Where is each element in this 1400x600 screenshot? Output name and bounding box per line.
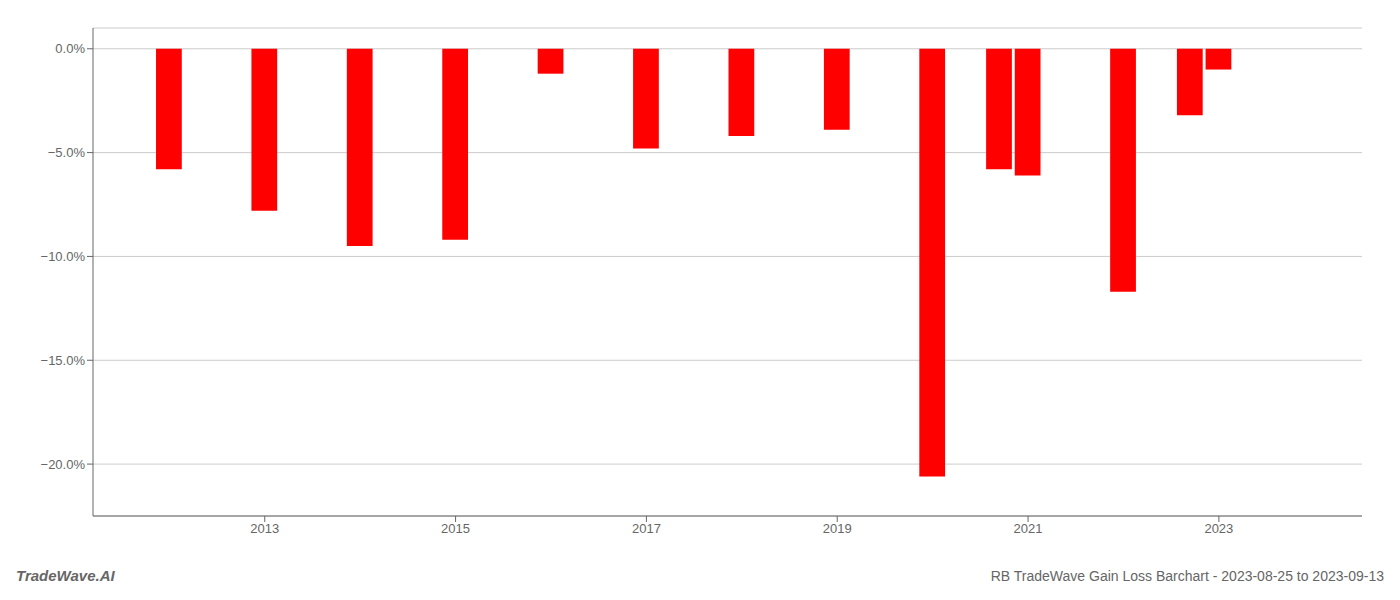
svg-text:2015: 2015 xyxy=(441,521,470,536)
html-text:RB TradeWave Gain Loss Barchar: RB TradeWave Gain Loss Barchart - 2023-0… xyxy=(990,568,1384,584)
svg-text:0.0%: 0.0% xyxy=(55,41,85,56)
svg-text:2017: 2017 xyxy=(632,521,661,536)
svg-text:−10.0%: −10.0% xyxy=(41,249,86,264)
svg-text:2019: 2019 xyxy=(823,521,852,536)
svg-text:2023: 2023 xyxy=(1204,521,1233,536)
svg-text:2021: 2021 xyxy=(1014,521,1043,536)
svg-text:−15.0%: −15.0% xyxy=(41,353,86,368)
svg-text:−5.0%: −5.0% xyxy=(48,145,86,160)
html-text:TradeWave.AI: TradeWave.AI xyxy=(16,567,115,584)
svg-text:−20.0%: −20.0% xyxy=(41,457,86,472)
svg-text:2013: 2013 xyxy=(250,521,279,536)
